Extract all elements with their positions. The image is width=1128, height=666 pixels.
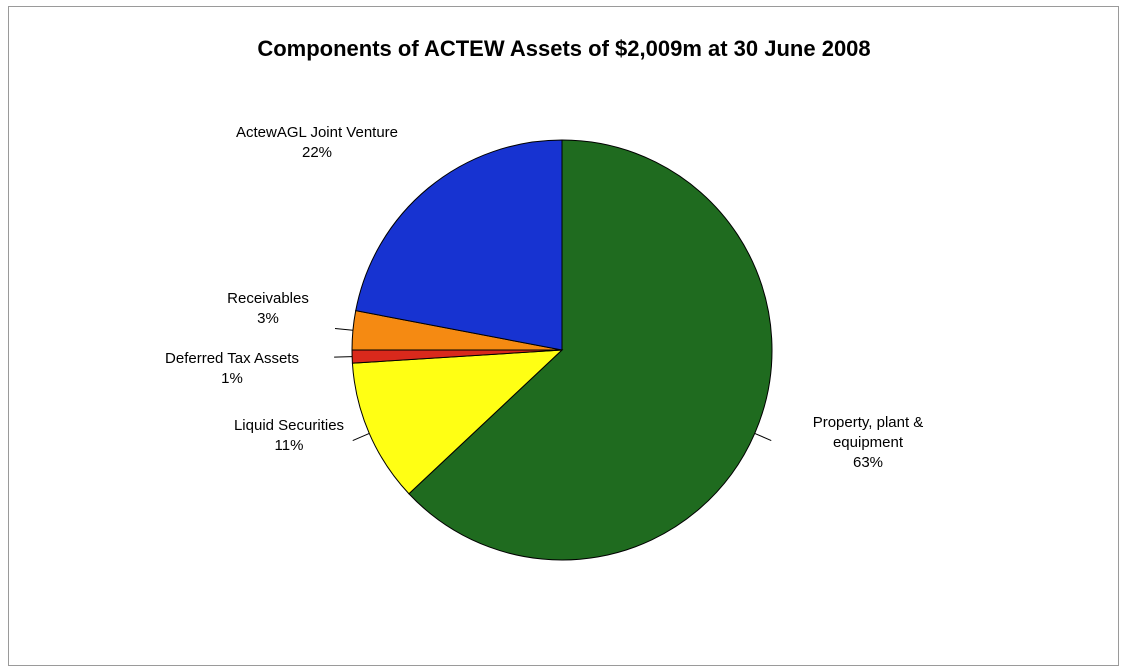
slice-label-3: Receivables 3% bbox=[227, 290, 309, 327]
leader-line-1 bbox=[352, 432, 370, 442]
leader-line-2 bbox=[334, 356, 353, 358]
slice-label-0: Property, plant & equipment 63% bbox=[813, 414, 924, 471]
leader-line-0 bbox=[754, 432, 772, 442]
pie-slice-liquid-securities bbox=[351, 349, 564, 495]
slice-label-2: Deferred Tax Assets 1% bbox=[165, 350, 299, 387]
pie-slice-actewagl-joint-venture bbox=[355, 139, 563, 351]
slice-label-1: Liquid Securities 11% bbox=[234, 417, 344, 454]
leader-line-3 bbox=[334, 328, 353, 331]
slice-label-4: ActewAGL Joint Venture 22% bbox=[236, 124, 398, 161]
pie-chart: Property, plant & equipment 63% Liquid Secu… bbox=[165, 124, 924, 561]
chart-title: Components of ACTEW Assets of $2,009m at… bbox=[257, 36, 871, 61]
pie-slice-property-plant-equipment bbox=[408, 139, 773, 561]
